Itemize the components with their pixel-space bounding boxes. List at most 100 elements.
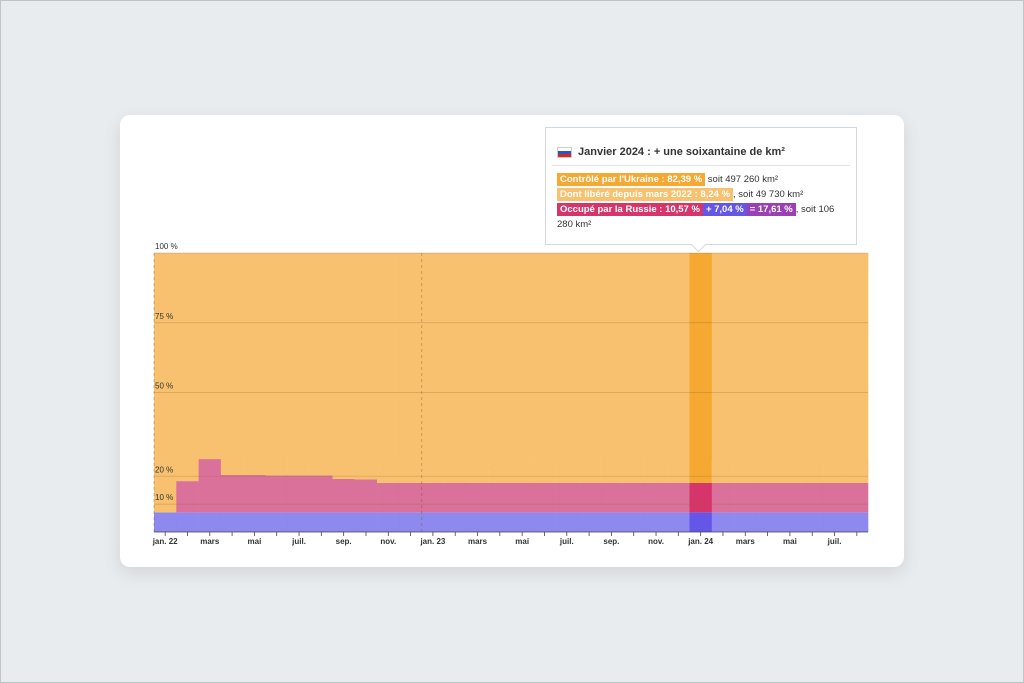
text: , soit 106 280 km² xyxy=(557,204,835,230)
column-segment xyxy=(176,253,199,482)
column-segment xyxy=(667,482,690,513)
column-segment xyxy=(778,482,802,513)
y-tick-label: 20 % xyxy=(155,465,173,474)
column-segment xyxy=(845,512,869,532)
column-segment xyxy=(845,482,869,513)
column-segment xyxy=(511,512,534,532)
column-segment xyxy=(198,459,222,513)
column-segment xyxy=(377,512,400,532)
x-tick-label: jan. 22 xyxy=(152,537,178,546)
column-segment xyxy=(577,512,601,532)
x-tick-label: juil. xyxy=(559,537,574,546)
column-segment xyxy=(533,512,556,532)
tooltip: Janvier 2024 : + une soixantaine de km² … xyxy=(545,127,857,253)
column-segment xyxy=(310,512,333,532)
column-segment xyxy=(734,253,757,483)
x-tick-label: nov. xyxy=(380,537,396,546)
column-segment xyxy=(823,253,846,483)
x-tick-label: mai xyxy=(515,537,529,546)
column-segment xyxy=(444,482,467,513)
x-tick-label: sep. xyxy=(603,537,619,546)
column-segment xyxy=(622,253,646,483)
tooltip-line: Dont libéré depuis mars 2022 : 8,24 %, s… xyxy=(552,187,850,202)
x-tick-label: mars xyxy=(468,537,488,546)
x-tick-label: juil. xyxy=(827,537,842,546)
column-segment xyxy=(310,253,333,476)
column-segment xyxy=(511,253,534,483)
x-tick-label: mars xyxy=(200,537,220,546)
column-segment xyxy=(243,474,266,513)
tooltip-line: Contrôlé par l'Ukraine : 82,39 % soit 49… xyxy=(552,172,850,187)
column-segment xyxy=(176,481,199,513)
column-segment xyxy=(622,512,646,532)
x-tick-label: jan. 23 xyxy=(419,537,445,546)
y-tick-label: 10 % xyxy=(155,493,173,502)
column-segment xyxy=(332,512,356,532)
column-segment xyxy=(332,478,356,513)
tag: Dont libéré depuis mars 2022 : 8,24 % xyxy=(557,188,734,201)
column-segment xyxy=(778,512,802,532)
tag: Contrôlé par l'Ukraine : 82,39 % xyxy=(557,173,706,186)
column-segment xyxy=(466,482,489,513)
column-segment xyxy=(399,253,423,483)
column-segment xyxy=(176,512,199,532)
tooltip-line: Occupé par la Russie : 10,57 % + 7,04 % = … xyxy=(552,202,850,232)
column-segment xyxy=(220,512,244,532)
column-segment xyxy=(488,253,512,483)
column-segment xyxy=(488,512,512,532)
column-segment xyxy=(577,253,601,483)
column-segment xyxy=(600,253,623,483)
column-segment xyxy=(287,475,311,513)
column-segment xyxy=(421,482,445,513)
column-segment xyxy=(243,512,266,532)
tag: + 7,04 % xyxy=(702,203,747,216)
column-segment xyxy=(287,512,311,532)
column-segment xyxy=(756,482,780,513)
column-segment xyxy=(711,253,735,483)
column-segment xyxy=(689,253,713,483)
column-segment xyxy=(555,482,579,513)
x-tick-label: nov. xyxy=(648,537,664,546)
column-segment xyxy=(801,253,824,483)
x-tick-label: mai xyxy=(248,537,262,546)
column-segment xyxy=(287,253,311,476)
tooltip-title-row: Janvier 2024 : + une soixantaine de km² xyxy=(552,134,850,166)
column-segment xyxy=(332,253,356,479)
column-segment xyxy=(756,512,780,532)
column-segment xyxy=(533,482,556,513)
column-segment xyxy=(511,482,534,513)
x-tick-label: sep. xyxy=(336,537,352,546)
column-segment xyxy=(734,512,757,532)
column-segment xyxy=(354,512,378,532)
column-segment xyxy=(265,475,289,513)
x-tick-label: jan. 24 xyxy=(687,537,713,546)
column-segment xyxy=(845,253,869,483)
x-tick-label: juil. xyxy=(291,537,306,546)
column-segment xyxy=(689,512,713,532)
y-tick-label: 50 % xyxy=(155,382,173,391)
column-segment xyxy=(801,482,824,513)
column-segment xyxy=(711,482,735,513)
column-segment xyxy=(555,253,579,483)
column-segment xyxy=(600,482,623,513)
y-tick-label: 100 % xyxy=(155,242,178,251)
column-segment xyxy=(198,253,222,460)
column-segment xyxy=(421,253,445,483)
text: , soit 49 730 km² xyxy=(733,189,804,200)
column-segment xyxy=(399,482,423,513)
column-segment xyxy=(466,253,489,483)
column-segment xyxy=(533,253,556,483)
column-segment xyxy=(220,474,244,513)
column-segment xyxy=(265,253,289,476)
column-segment xyxy=(756,253,780,483)
column-segment xyxy=(667,253,690,483)
x-tick-label: mars xyxy=(736,537,756,546)
column-segment xyxy=(265,512,289,532)
column-segment xyxy=(577,482,601,513)
column-segment xyxy=(689,482,713,513)
column-segment xyxy=(466,512,489,532)
column-segment xyxy=(823,482,846,513)
flag-icon xyxy=(557,146,572,158)
